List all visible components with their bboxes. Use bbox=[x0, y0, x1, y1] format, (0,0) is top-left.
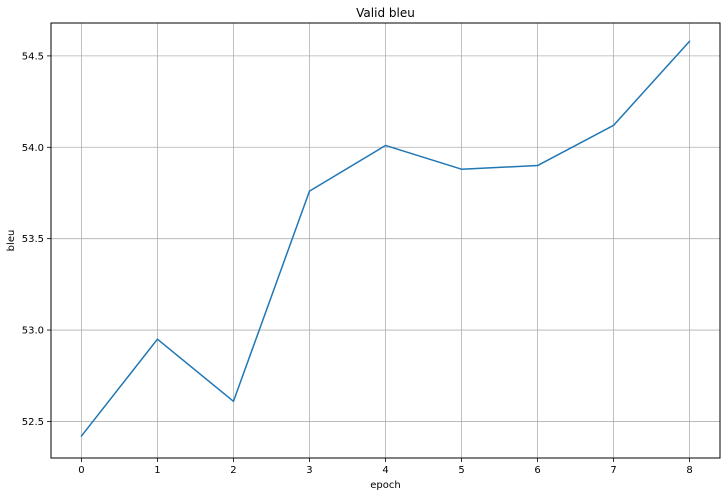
x-tick-label: 4 bbox=[382, 465, 388, 476]
chart-title: Valid bleu bbox=[356, 6, 415, 20]
x-tick-label: 3 bbox=[306, 465, 312, 476]
x-tick-label: 2 bbox=[230, 465, 236, 476]
y-tick-label: 52.5 bbox=[22, 417, 44, 428]
x-tick-label: 8 bbox=[686, 465, 692, 476]
x-tick-label: 0 bbox=[78, 465, 84, 476]
y-tick-label: 54.5 bbox=[22, 51, 44, 62]
x-tick-label: 5 bbox=[458, 465, 464, 476]
y-axis-label: bleu bbox=[6, 230, 17, 252]
y-axis-ticks: 52.5 53.0 53.5 54.0 54.5 bbox=[22, 51, 51, 428]
x-tick-label: 7 bbox=[610, 465, 616, 476]
x-axis-ticks: 0 1 2 3 4 5 6 7 8 bbox=[78, 458, 693, 476]
x-tick-label: 6 bbox=[534, 465, 540, 476]
y-tick-label: 54.0 bbox=[22, 143, 44, 154]
x-axis-label: epoch bbox=[370, 480, 400, 491]
x-tick-label: 1 bbox=[154, 465, 160, 476]
y-tick-label: 53.5 bbox=[22, 234, 44, 245]
grid-layer bbox=[51, 23, 720, 458]
y-tick-label: 53.0 bbox=[22, 326, 44, 337]
